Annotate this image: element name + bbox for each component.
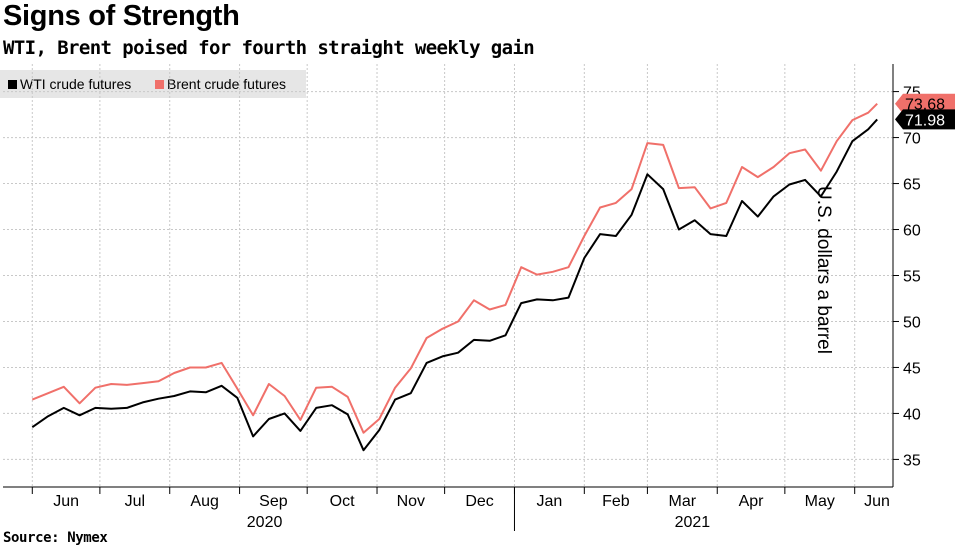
x-year-label: 2020 [247, 514, 283, 531]
y-tick-label: 45 [903, 360, 921, 377]
x-tick-label: Jun [53, 493, 79, 510]
y-tick-label: 65 [903, 177, 921, 194]
x-tick-label: Aug [190, 493, 218, 510]
legend-swatch-brent [155, 80, 164, 89]
x-tick-label: Mar [669, 493, 697, 510]
x-tick-label: Oct [330, 493, 355, 510]
y-tick-label: 50 [903, 314, 921, 331]
y-tick-label: 55 [903, 269, 921, 286]
y-tick-label: 35 [903, 452, 921, 469]
series-line-wti [31, 118, 878, 452]
legend: WTI crude futures Brent crude futures [0, 70, 306, 98]
x-tick-label: Apr [739, 493, 765, 510]
y-axis-label: U.S. dollars a barrel [813, 186, 834, 354]
x-tick-label: Feb [602, 493, 630, 510]
legend-swatch-wti [8, 80, 17, 89]
x-tick-label: Jul [125, 493, 145, 510]
chart-subtitle: WTI, Brent poised for fourth straight we… [3, 37, 535, 59]
y-tick-label: 70 [903, 131, 921, 148]
source-note: Source: Nymex [3, 530, 108, 546]
x-tick-label: May [805, 493, 835, 510]
end-label-wti-text: 71.98 [905, 112, 945, 129]
y-tick-label: 60 [903, 223, 921, 240]
x-year-label: 2021 [675, 514, 711, 531]
legend-item-wti: WTI crude futures [8, 76, 131, 92]
x-tick-label: Jan [536, 493, 562, 510]
y-tick-label: 40 [903, 406, 921, 423]
x-tick-label: Sep [259, 493, 288, 510]
end-label-wti-bg [895, 109, 955, 130]
x-tick-label: Jun [864, 493, 890, 510]
end-label-brent-bg [895, 93, 955, 114]
end-label-wti: 71.98 [895, 109, 955, 130]
legend-label-brent: Brent crude futures [167, 76, 287, 92]
x-tick-label: Nov [397, 493, 425, 510]
x-tick-label: Dec [465, 493, 493, 510]
series-line-brent [31, 102, 878, 434]
legend-item-brent: Brent crude futures [155, 76, 286, 92]
chart-title: Signs of Strength [3, 0, 240, 32]
legend-label-wti: WTI crude futures [20, 76, 132, 92]
